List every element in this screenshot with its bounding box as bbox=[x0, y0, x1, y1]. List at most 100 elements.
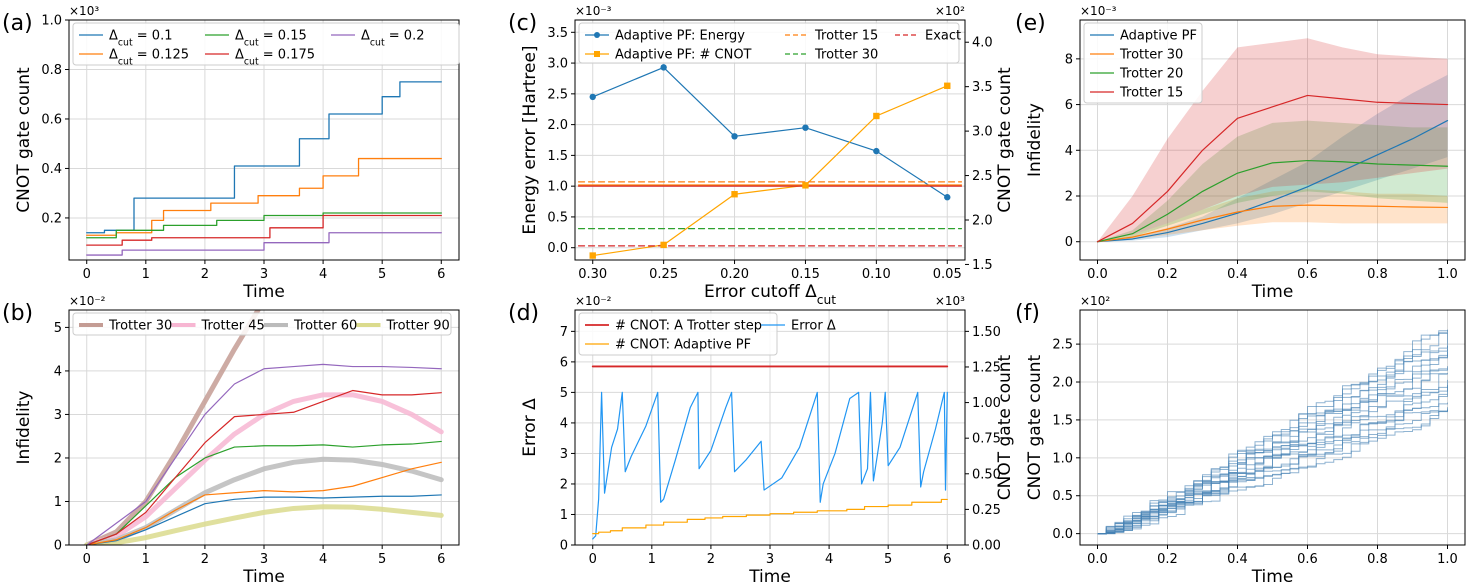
x-tick-label: 0.05 bbox=[933, 267, 962, 282]
x-tick-label: 1.0 bbox=[1437, 552, 1458, 567]
panel-a: 0 1 2 3 4 5 6 0.2 0.4 0.6 0.8 1.0 ×10³ Time CNOT gate … bbox=[2, 4, 460, 302]
legend-box bbox=[72, 312, 452, 336]
plot-area bbox=[591, 365, 949, 540]
legend-marker bbox=[594, 32, 600, 38]
x-tick-label: 0 bbox=[589, 552, 597, 567]
y-tick-label: 3 bbox=[54, 408, 62, 423]
x-tick-label: 4 bbox=[319, 267, 327, 282]
x-tick-label: 0.20 bbox=[720, 267, 749, 282]
y-right-tick-label: 3.0 bbox=[972, 125, 993, 140]
y-tick-label: 2.5 bbox=[547, 87, 568, 102]
x-tick-label: 6 bbox=[943, 552, 951, 567]
y-tick-label: 8 bbox=[1065, 52, 1073, 67]
ensemble-line bbox=[1097, 410, 1448, 535]
y-tick-label: 4 bbox=[560, 416, 568, 431]
series-line bbox=[592, 391, 948, 540]
legend-label: Δcut = 0.15 bbox=[235, 29, 307, 49]
y-tick-label: 1.5 bbox=[547, 149, 568, 164]
legend: # CNOT: A Trotter step Error Δ # CNOT: Ada… bbox=[578, 312, 836, 356]
legend-label: Exact bbox=[925, 29, 961, 44]
y-tick-label: 0.5 bbox=[547, 210, 568, 225]
ensemble-line bbox=[1097, 330, 1448, 535]
legend-label: Trotter 45 bbox=[201, 319, 265, 334]
series-line bbox=[86, 232, 442, 256]
data-point bbox=[731, 133, 738, 140]
x-tick-label: 0.0 bbox=[1087, 267, 1108, 282]
y-right-tick-label: 0.75 bbox=[972, 432, 1001, 447]
x-tick-label: 0.8 bbox=[1367, 267, 1388, 282]
x-axis-label: Time bbox=[242, 282, 285, 302]
legend-label: Trotter 15 bbox=[814, 29, 878, 44]
legend-box bbox=[72, 22, 460, 66]
x-tick-label: 0.15 bbox=[791, 267, 820, 282]
panel-d: 0 1 2 3 4 5 6 0 1 2 3 4 5 6 7 0.00 0.25 0.50 0.75 1.00 1.25 1… bbox=[508, 294, 1015, 587]
y-tick-label: 0.0 bbox=[1052, 527, 1073, 542]
series-line bbox=[86, 363, 442, 545]
x-axis-label: Error cutoff Δcut bbox=[704, 282, 836, 307]
x-tick-label: 0.0 bbox=[1087, 552, 1108, 567]
y-tick-label: 0 bbox=[54, 539, 62, 554]
series-line bbox=[1096, 204, 1449, 243]
series-line bbox=[1096, 119, 1449, 243]
panel-label: (f) bbox=[1015, 301, 1040, 326]
series-line bbox=[86, 494, 442, 545]
x-tick-label: 0.2 bbox=[1157, 267, 1178, 282]
x-axis-label: Time bbox=[1251, 282, 1294, 302]
x-tick-label: 5 bbox=[884, 552, 892, 567]
x-tick-label: 0.25 bbox=[649, 267, 678, 282]
panel-label: (d) bbox=[508, 301, 539, 326]
y-right-tick-label: 0.00 bbox=[972, 539, 1001, 554]
band-trotter-20 bbox=[1097, 120, 1448, 242]
y-right-tick-label: 1.50 bbox=[972, 325, 1001, 340]
x-tick-label: 0.10 bbox=[862, 267, 891, 282]
band-trotter-15 bbox=[1097, 38, 1448, 242]
ensemble-line bbox=[1097, 368, 1448, 535]
legend-label: Δcut = 0.2 bbox=[361, 29, 424, 49]
x-tick-label: 1 bbox=[648, 552, 656, 567]
x-tick-label: 0.4 bbox=[1227, 552, 1248, 567]
legend-box bbox=[1083, 22, 1203, 104]
x-tick-label: 1 bbox=[142, 552, 150, 567]
panel-e: 0.0 0.2 0.4 0.6 0.8 1.0 0 2 4 6 8 ×10⁻³ Time Infideli… bbox=[1015, 4, 1466, 302]
x-tick-label: 3 bbox=[766, 552, 774, 567]
plot-area bbox=[84, 310, 444, 545]
x-axis-label: Time bbox=[242, 567, 285, 587]
y-right-tick-label: 1.25 bbox=[972, 360, 1001, 375]
x-tick-label: 1 bbox=[142, 267, 150, 282]
y-tick-label: 1.0 bbox=[1052, 451, 1073, 466]
legend-box bbox=[578, 312, 778, 356]
legend: Adaptive PF Trotter 30 Trotter 20 Trotter 1… bbox=[1083, 22, 1203, 104]
y-right-scale-multiplier: ×10³ bbox=[935, 294, 965, 308]
ensemble-line bbox=[1097, 332, 1448, 535]
x-tick-label: 6 bbox=[437, 552, 445, 567]
x-axis-label: Time bbox=[1251, 567, 1294, 587]
y-tick-label: 0.2 bbox=[41, 211, 62, 226]
panel-label: (b) bbox=[2, 301, 33, 326]
x-tick-label: 6 bbox=[437, 267, 445, 282]
legend-label: Trotter 15 bbox=[1119, 86, 1183, 101]
y-axis-label: CNOT gate count bbox=[14, 67, 34, 213]
y-tick-label: 0 bbox=[560, 539, 568, 554]
y-tick-label: 0.8 bbox=[41, 63, 62, 78]
x-tick-label: 5 bbox=[378, 552, 386, 567]
x-tick-label: 3 bbox=[260, 552, 268, 567]
panel-f: 0.0 0.2 0.4 0.6 0.8 1.0 0.0 0.5 1.0 1.5 2.0 2.5 ×10²… bbox=[1015, 294, 1466, 587]
legend-label: # CNOT: A Trotter step bbox=[615, 319, 762, 334]
data-point bbox=[660, 241, 667, 249]
x-tick-label: 4 bbox=[319, 552, 327, 567]
data-point bbox=[589, 93, 596, 101]
band-adaptive-pf bbox=[1097, 74, 1448, 242]
ensemble-line bbox=[1097, 332, 1448, 535]
plot-area bbox=[86, 81, 442, 256]
y-right-tick-label: 1.5 bbox=[972, 258, 993, 273]
series-line bbox=[592, 85, 948, 257]
y-tick-label: 6 bbox=[1065, 98, 1073, 113]
y-right-tick-label: 2.5 bbox=[972, 169, 993, 184]
y-tick-label: 1.0 bbox=[41, 14, 62, 29]
y-tick-label: 1 bbox=[54, 495, 62, 510]
y-right-scale-multiplier: ×10² bbox=[935, 4, 965, 18]
x-tick-label: 5 bbox=[378, 267, 386, 282]
grid-lines bbox=[1080, 310, 1465, 545]
legend-box bbox=[578, 22, 960, 64]
